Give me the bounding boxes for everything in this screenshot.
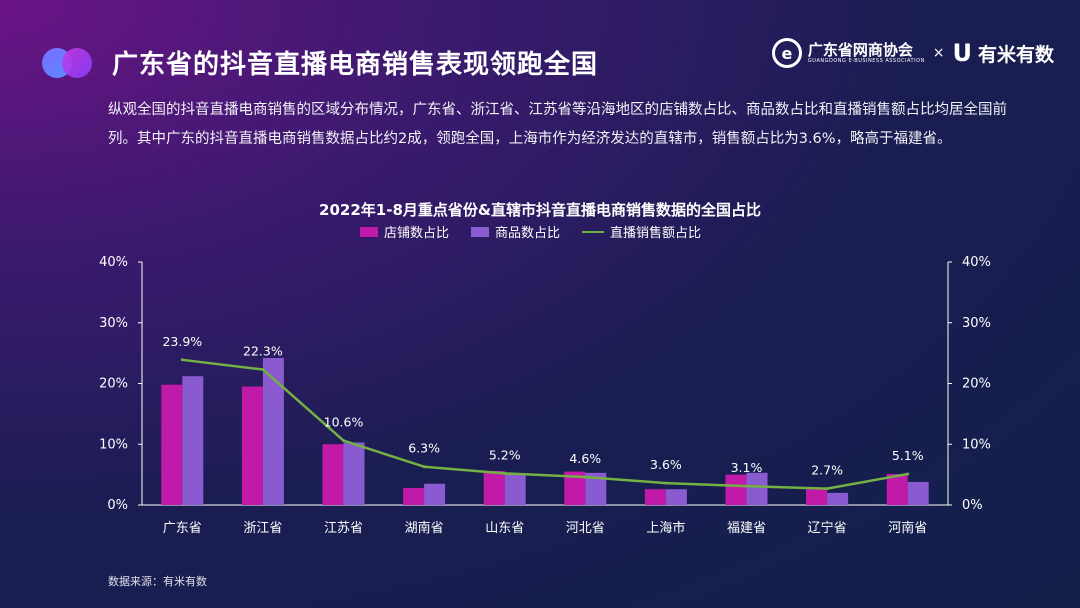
brand-separator: × (932, 45, 945, 61)
y-tick-label-right: 20% (962, 377, 991, 392)
bar-product (585, 472, 607, 505)
bar-store (161, 384, 183, 505)
bar-product (182, 376, 204, 505)
x-tick-label: 浙江省 (243, 521, 282, 536)
sales-data-label: 2.7% (811, 463, 843, 478)
y-tick-label-left: 30% (99, 316, 128, 331)
brand-logos: e 广东省网商协会 GUANGDONG E-BUSINESS ASSOCIATI… (771, 38, 1054, 68)
bar-product (424, 483, 446, 505)
chart-legend: 店铺数占比 商品数占比 直播销售额占比 (360, 222, 701, 241)
logo-dots-icon (42, 48, 94, 78)
y-tick-label-right: 40% (962, 255, 991, 270)
y-tick-label-right: 0% (962, 498, 983, 513)
bar-store (644, 489, 666, 505)
gdeba-name-zh: 广东省网商协会 (807, 41, 913, 59)
y-tick-label-left: 40% (99, 255, 128, 270)
y-tick-label-right: 10% (962, 437, 991, 452)
sales-point (261, 368, 265, 372)
legend-swatch-sales (582, 230, 605, 233)
bar-store (886, 474, 908, 505)
page-title: 广东省的抖音直播电商销售表现领跑全国 (112, 50, 599, 80)
sales-data-label: 4.6% (569, 451, 601, 466)
legend-label-product: 商品数占比 (495, 226, 561, 241)
bar-store (483, 470, 505, 505)
gdeba-name: 广东省网商协会 GUANGDONG E-BUSINESS ASSOCIATION (808, 42, 925, 64)
bar-product (504, 473, 526, 505)
sales-point (180, 358, 184, 362)
sales-data-label: 6.3% (408, 441, 440, 456)
bar-product (746, 472, 768, 505)
gdeba-logo-icon: e (771, 38, 802, 68)
bar-store (806, 489, 828, 505)
legend-label-store: 店铺数占比 (384, 226, 450, 241)
sales-point (583, 475, 587, 479)
sales-line (182, 358, 908, 490)
y-tick-label-left: 0% (107, 498, 128, 513)
youmi-name: 有米有数 (977, 43, 1054, 66)
x-tick-label: 辽宁省 (808, 520, 847, 536)
sales-data-label: 22.3% (243, 344, 283, 359)
x-tick-label: 福建省 (727, 521, 766, 536)
bar-store (564, 471, 586, 505)
sales-point (825, 487, 829, 491)
sales-data-label: 5.2% (489, 447, 521, 462)
bar-store (403, 487, 425, 505)
bar-store (725, 474, 747, 505)
source-note: 数据来源：有米有数 (108, 575, 207, 588)
sales-point (342, 439, 345, 443)
sales-data-label: 3.1% (731, 460, 763, 475)
sales-point (503, 471, 507, 475)
legend-item-store: 店铺数占比 (360, 222, 449, 241)
sales-point (664, 481, 668, 485)
sales-data-label: 5.1% (892, 448, 924, 463)
x-tick-label: 广东省 (163, 521, 202, 536)
y-tick-label-left: 20% (99, 377, 128, 392)
description-text: 纵观全国的抖音直播电商销售的区域分布情况，广东省、浙江省、江苏省等沿海地区的店铺… (108, 102, 1007, 147)
legend-item-sales: 直播销售额占比 (582, 222, 701, 241)
legend-item-product: 商品数占比 (471, 222, 560, 241)
sales-data-label: 10.6% (324, 415, 364, 430)
bar-store (322, 444, 344, 505)
chart-title: 2022年1-8月重点省份&直辖市抖音直播电商销售数据的全国占比 (319, 201, 761, 219)
bar-product (262, 357, 284, 505)
bar-product (907, 481, 929, 505)
sales-data-label: 23.9% (162, 334, 202, 349)
gdeba-name-en: GUANGDONG E-BUSINESS ASSOCIATION (807, 57, 925, 64)
legend-label-sales: 直播销售额占比 (610, 226, 702, 241)
bar-product (343, 442, 365, 505)
legend-swatch-store (360, 226, 378, 237)
sales-data-label: 3.6% (650, 457, 682, 472)
legend-swatch-product (471, 226, 490, 237)
sales-point (906, 472, 910, 476)
bar-store (241, 386, 263, 505)
x-tick-label: 上海市 (646, 520, 685, 536)
x-tick-label: 山东省 (485, 521, 524, 536)
x-tick-label: 河南省 (888, 520, 927, 536)
bar-product (665, 489, 687, 505)
x-tick-label: 湖南省 (405, 520, 444, 536)
x-tick-label: 江苏省 (324, 520, 363, 536)
youmi-logo-icon: U (952, 39, 972, 67)
y-tick-label-left: 10% (99, 437, 128, 452)
logo-dot-purple (62, 48, 92, 78)
x-tick-label: 河北省 (566, 521, 605, 536)
sales-point (422, 465, 426, 469)
y-tick-label-right: 30% (962, 316, 991, 331)
sales-point (745, 484, 748, 488)
bar-product (827, 492, 849, 505)
